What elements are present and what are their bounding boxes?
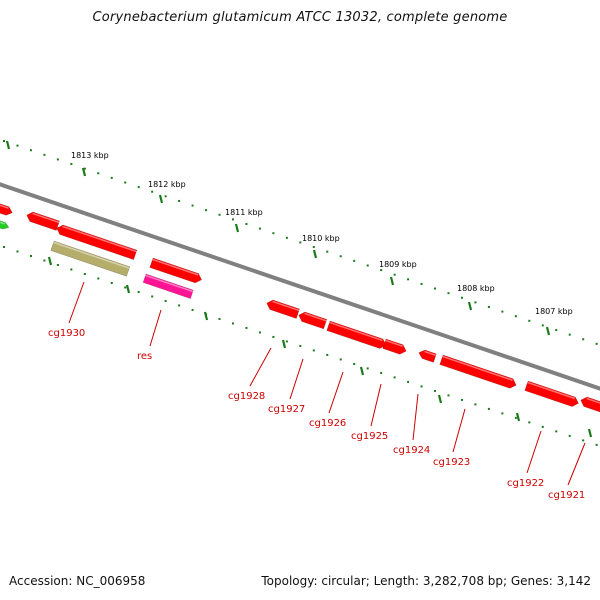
gene-arrow — [298, 311, 328, 330]
kbp-label: 1811 kbp — [225, 208, 263, 217]
gene-label-leader — [452, 408, 466, 453]
gene-arrow-highlight — [424, 350, 437, 356]
gene-label: cg1928 — [228, 391, 265, 402]
gene-arrow — [382, 338, 407, 355]
kbp-label: 1809 kbp — [379, 260, 417, 269]
gene-arrow — [326, 320, 387, 349]
gene-arrow — [266, 299, 300, 319]
gene-label: cg1925 — [351, 431, 388, 442]
gene-arrow — [0, 203, 13, 216]
gene-label: cg1921 — [548, 490, 585, 501]
accession-text: Accession: NC_006958 — [9, 574, 146, 588]
gene-label: cg1930 — [48, 328, 85, 339]
genome-summary-text: Topology: circular; Length: 3,282,708 bp… — [261, 574, 591, 588]
kbp-label: 1808 kbp — [457, 284, 495, 293]
kbp-label: 1810 kbp — [302, 234, 340, 243]
gene-arrow-highlight — [329, 321, 383, 342]
gene-label: cg1922 — [507, 478, 544, 489]
gene-arrow-highlight — [304, 312, 327, 322]
gene-arrow — [418, 349, 437, 363]
gene-label-leader — [567, 442, 586, 486]
gene-label-leader — [328, 371, 344, 414]
gene-arrow — [524, 380, 579, 407]
gene-arrow-highlight — [0, 221, 6, 225]
gene-arrow-highlight — [385, 339, 403, 347]
gene-arrow-highlight — [32, 212, 60, 224]
gene-arrow — [439, 354, 517, 389]
gene-label-leader — [289, 358, 304, 400]
gene-label-leader — [370, 383, 382, 427]
gene-arrow-highlight — [62, 225, 137, 253]
gene-label: cg1924 — [393, 445, 430, 456]
gene-label: res — [137, 351, 152, 362]
gene-arrow-highlight — [152, 258, 199, 276]
gene-arrow — [56, 224, 138, 260]
kbp-label: 1807 kbp — [535, 307, 573, 316]
gene-label-leader — [149, 309, 162, 347]
gene-arrow-highlight — [145, 274, 194, 293]
gene-label-leaders — [68, 281, 586, 486]
gene-arrow — [580, 396, 600, 413]
outer-tick-track — [3, 140, 598, 345]
gene-label-leader — [526, 430, 542, 474]
gene-arrow — [149, 257, 203, 284]
gene-arrow-highlight — [53, 241, 130, 269]
gene-label-leader — [412, 393, 419, 441]
kbp-label: 1813 kbp — [71, 151, 109, 160]
gene-features — [0, 203, 600, 413]
gene-arrow — [142, 273, 194, 299]
gene-label-leader — [249, 347, 272, 387]
kbp-label: 1812 kbp — [148, 180, 186, 189]
gene-label: cg1926 — [309, 418, 346, 429]
genome-title: Corynebacterium glutamicum ATCC 13032, c… — [92, 10, 508, 25]
gene-label: cg1927 — [268, 404, 305, 415]
gene-arrow — [26, 211, 60, 231]
gene-labels: cg1930rescg1928cg1927cg1926cg1925cg1924c… — [48, 328, 585, 501]
kbp-labels: 1813 kbp 1812 kbp 1811 kbp 1810 kbp 1809 kbp… — [71, 151, 573, 316]
gene-arrow — [50, 240, 131, 277]
genome-backbone — [0, 182, 600, 391]
gene-arrow-highlight — [272, 300, 300, 312]
gene-arrow-highlight — [527, 381, 576, 400]
gene-arrow-highlight — [0, 204, 9, 209]
gene-arrow-highlight — [442, 355, 513, 381]
gene-arrow — [0, 220, 10, 230]
gene-label-leader — [68, 281, 85, 324]
inner-tick-track — [3, 246, 598, 446]
gene-label: cg1923 — [433, 457, 470, 468]
gene-arrow-highlight — [586, 397, 600, 404]
